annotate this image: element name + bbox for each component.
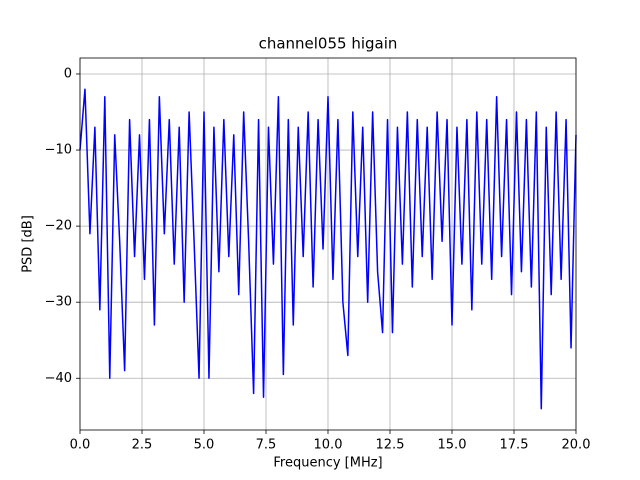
- y-tick-label: −10: [45, 143, 72, 158]
- x-tick-label: 2.5: [132, 438, 153, 453]
- x-tick-label: 7.5: [256, 438, 277, 453]
- x-tick-label: 0.0: [70, 438, 91, 453]
- x-tick-label: 12.5: [376, 438, 405, 453]
- data-line: [79, 88, 577, 410]
- y-tick-label: −30: [45, 295, 72, 310]
- chart-title: channel055 higain: [259, 35, 398, 53]
- x-axis-label: Frequency [MHz]: [273, 456, 382, 471]
- x-tick-label: 5.0: [194, 438, 215, 453]
- plot-frame: [79, 57, 577, 431]
- x-tick-label: 10.0: [314, 438, 343, 453]
- y-tick-label: 0: [64, 66, 72, 81]
- x-tick-label: 17.5: [500, 438, 529, 453]
- y-tick-label: −40: [45, 371, 72, 386]
- x-tick-label: 20.0: [562, 438, 591, 453]
- y-axis-label: PSD [dB]: [21, 215, 36, 273]
- x-tick-label: 15.0: [438, 438, 467, 453]
- y-tick-label: −20: [45, 219, 72, 234]
